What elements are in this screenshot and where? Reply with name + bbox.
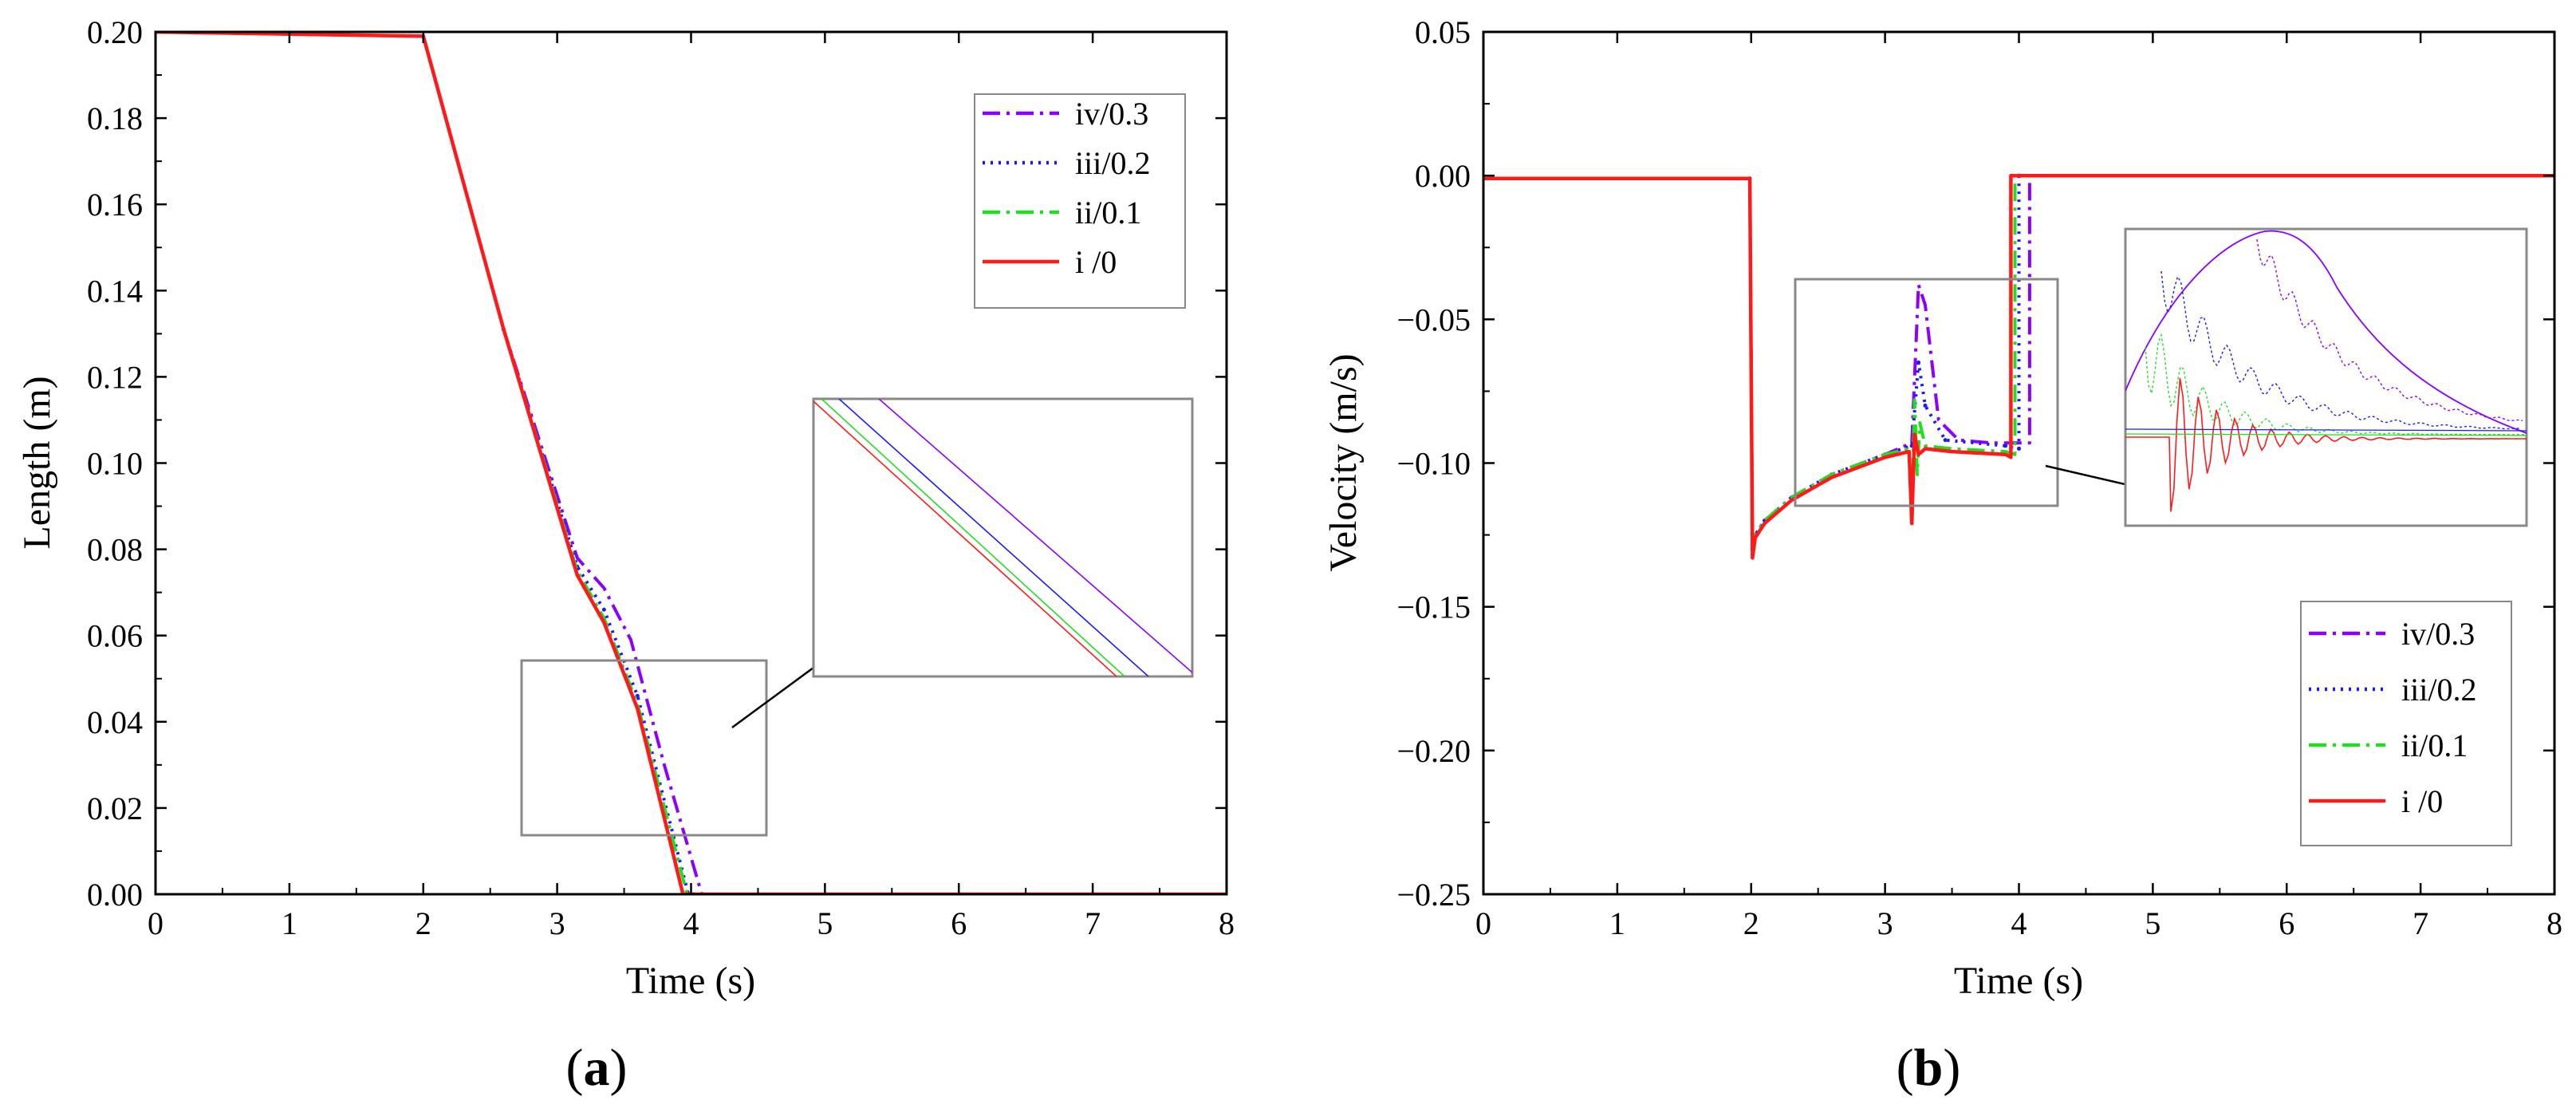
zoom-box-b <box>1794 278 2059 507</box>
legend-label-ii: ii/0.1 <box>1075 195 1141 231</box>
legend-box-a <box>974 93 1186 309</box>
series-line-i <box>156 32 1227 894</box>
y-tick-label: 0.12 <box>87 359 143 395</box>
data-point-iii <box>1923 403 1928 408</box>
y-tick-label: 0.16 <box>87 187 143 223</box>
inset-lines-b <box>2125 230 2527 512</box>
y-tick-label: 0.02 <box>87 791 143 826</box>
legend-label-iii: iii/0.2 <box>1075 145 1150 181</box>
y-tick-label: 0.18 <box>87 101 143 136</box>
y-tick-label: −0.10 <box>1396 446 1471 482</box>
y-axis-title-b: Velocity (m/s) <box>1322 353 1365 571</box>
x-tick-label: 8 <box>1219 905 1235 941</box>
x-tick-label: 4 <box>2011 905 2027 941</box>
x-tick-label: 1 <box>1609 905 1625 941</box>
y-tick-label: 0.00 <box>87 877 143 913</box>
x-tick-label: 0 <box>1475 905 1491 941</box>
x-tick-label: 0 <box>148 905 163 941</box>
chart-panel-a: 0 1 2 3 4 5 6 7 8 0.00 0.02 0.04 0.06 0.08 0.10 0.12 0.1… <box>16 14 1235 1097</box>
inset-lines-a <box>813 399 1192 676</box>
x-tick-label: 6 <box>951 905 967 941</box>
y-tick-label: 0.04 <box>87 704 143 740</box>
panel-label-a: (a) <box>566 1039 628 1097</box>
y-tick-label: 0.14 <box>87 273 143 309</box>
data-point-iii <box>1916 360 1921 365</box>
x-tick-label: 3 <box>1877 905 1893 941</box>
x-axis-title-b: Time (s) <box>1954 960 2083 1002</box>
inset-curve-iv <box>2125 230 2527 434</box>
legend-b: iv/0.3 iii/0.2 ii/0.1 i /0 <box>2300 601 2512 846</box>
legend-label-ii: ii/0.1 <box>2401 728 2468 763</box>
x-axis-title-a: Time (s) <box>626 960 755 1002</box>
y-tick-label: −0.15 <box>1396 590 1471 625</box>
data-point-iii <box>601 607 606 612</box>
y-tick-label: 0.00 <box>1415 158 1471 194</box>
legend-label-i: i /0 <box>1075 244 1117 280</box>
x-tick-label: 7 <box>1085 905 1101 941</box>
x-tick-label: 4 <box>683 905 699 941</box>
ticks-b: 0 1 2 3 4 5 6 7 8 −0.25 −0.20 −0.15 −0.10 −0.05 0.00 0.… <box>1396 14 2562 941</box>
legend-label-iii: iii/0.2 <box>2401 672 2476 708</box>
y-tick-label: −0.05 <box>1396 302 1471 337</box>
inset-line-i <box>813 400 1117 676</box>
y-tick-label: −0.25 <box>1396 877 1471 913</box>
inset-baseline-ii <box>2125 433 2527 436</box>
inset-baseline-iii <box>2125 428 2527 432</box>
zoom-box-a <box>520 659 768 837</box>
x-tick-label: 8 <box>2546 905 2562 941</box>
data-point-iii <box>2003 444 2008 448</box>
x-tick-label: 2 <box>416 905 431 941</box>
series-line-iv <box>156 32 1227 894</box>
inset-frame-a <box>812 397 1194 678</box>
y-axis-title-a: Length (m) <box>16 376 58 549</box>
legend-label-iv: iv/0.3 <box>2401 616 2475 652</box>
ticks-a: 0 1 2 3 4 5 6 7 8 0.00 0.02 0.04 0.06 0.08 0.10 0.12 0.1… <box>87 14 1235 941</box>
series-line-i <box>1483 173 2554 560</box>
inset-oscillation-ii <box>2145 333 2527 436</box>
inset-line-ii <box>821 399 1125 676</box>
x-tick-label: 7 <box>2413 905 2428 941</box>
y-tick-label: 0.08 <box>87 532 143 568</box>
x-tick-label: 3 <box>549 905 565 941</box>
panel-label-b: (b) <box>1897 1039 1961 1097</box>
y-tick-label: 0.20 <box>87 14 143 50</box>
inset-line-iii <box>838 399 1149 676</box>
x-tick-label: 5 <box>2145 905 2160 941</box>
inset-frame-b <box>2124 227 2528 527</box>
legend-a: iv/0.3 iii/0.2 ii/0.1 i /0 <box>974 93 1186 309</box>
data-point-iii <box>635 693 640 698</box>
legend-box-b <box>2300 601 2512 846</box>
x-tick-label: 2 <box>1743 905 1759 941</box>
data-point-iii <box>1943 438 1948 443</box>
y-tick-label: 0.05 <box>1415 14 1471 50</box>
inset-oscillation-i <box>2125 377 2527 512</box>
legend-label-i: i /0 <box>2401 783 2443 819</box>
chart-panel-b: 0 1 2 3 4 5 6 7 8 −0.25 −0.20 −0.15 −0.10 −0.05 0.00 0.… <box>1322 14 2562 1097</box>
x-tick-label: 6 <box>2279 905 2294 941</box>
data-point-iii <box>2017 446 2021 451</box>
inset-oscillation-iii <box>2160 270 2522 430</box>
y-tick-label: 0.10 <box>87 446 143 482</box>
y-tick-label: 0.06 <box>87 618 143 654</box>
x-tick-label: 5 <box>817 905 833 941</box>
inset-line-iv <box>878 399 1192 673</box>
y-tick-label: −0.20 <box>1396 733 1471 769</box>
x-tick-label: 1 <box>282 905 297 941</box>
legend-label-iv: iv/0.3 <box>1075 96 1148 132</box>
